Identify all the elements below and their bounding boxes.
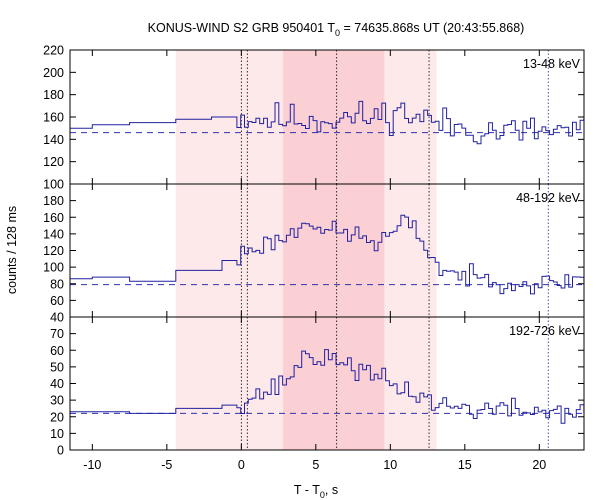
energy-band-label: 13-48 keV xyxy=(523,57,581,71)
y-tick-label: 50 xyxy=(50,360,64,374)
y-tick-label: 30 xyxy=(50,394,64,408)
y-tick-label: 60 xyxy=(50,294,64,308)
y-tick-label: 40 xyxy=(50,311,64,325)
light-curve-series xyxy=(70,100,585,145)
x-tick-label: 20 xyxy=(532,458,546,472)
panel-3: 0 10 20 30 40 50 60 70 192-726 keV xyxy=(50,316,585,458)
y-tick-label: 220 xyxy=(43,44,64,58)
light-curve-series xyxy=(70,349,585,424)
y-tick-label: 40 xyxy=(50,377,64,391)
energy-band-label: 192-726 keV xyxy=(509,324,581,338)
y-tick-label: 180 xyxy=(43,194,64,208)
x-tick-label: 15 xyxy=(458,458,472,472)
y-tick-label: 100 xyxy=(43,261,64,275)
chart-title: KONUS-WIND S2 GRB 950401 T0 = 74635.868s… xyxy=(148,21,525,38)
y-tick-label: 120 xyxy=(43,244,64,258)
y-tick-label: 70 xyxy=(50,327,64,341)
x-tick-label: 10 xyxy=(383,458,397,472)
x-tick-label: -5 xyxy=(161,458,172,472)
dark-shaded-region xyxy=(283,50,385,184)
light-curve-series xyxy=(70,214,585,295)
y-tick-label: 100 xyxy=(43,178,64,192)
y-tick-label: 160 xyxy=(43,211,64,225)
energy-band-label: 48-192 keV xyxy=(516,191,581,205)
y-axis-label: counts / 128 ms xyxy=(5,206,19,294)
dark-shaded-region xyxy=(283,317,385,450)
y-tick-label: 80 xyxy=(50,277,64,291)
x-tick-label: -10 xyxy=(83,458,101,472)
x-axis-label: T - T0, s xyxy=(294,483,338,500)
y-tick-label: 140 xyxy=(43,227,64,241)
y-tick-label: 0 xyxy=(57,444,64,458)
y-tick-label: 120 xyxy=(43,155,64,169)
y-tick-label: 20 xyxy=(50,410,64,424)
x-tick-label: 0 xyxy=(238,458,245,472)
y-tick-label: 140 xyxy=(43,133,64,147)
panel-2: 40 60 80 100 120 140 160 180 48-192 keV xyxy=(43,183,585,325)
dark-shaded-region xyxy=(283,184,385,317)
y-tick-label: 200 xyxy=(43,66,64,80)
x-tick-label: 5 xyxy=(312,458,319,472)
y-tick-label: 160 xyxy=(43,111,64,125)
y-tick-label: 10 xyxy=(50,427,64,441)
y-tick-label: 60 xyxy=(50,344,64,358)
y-tick-label: 180 xyxy=(43,88,64,102)
panel-1: 100 120 140 160 180 200 220 13-48 keV xyxy=(43,44,585,192)
